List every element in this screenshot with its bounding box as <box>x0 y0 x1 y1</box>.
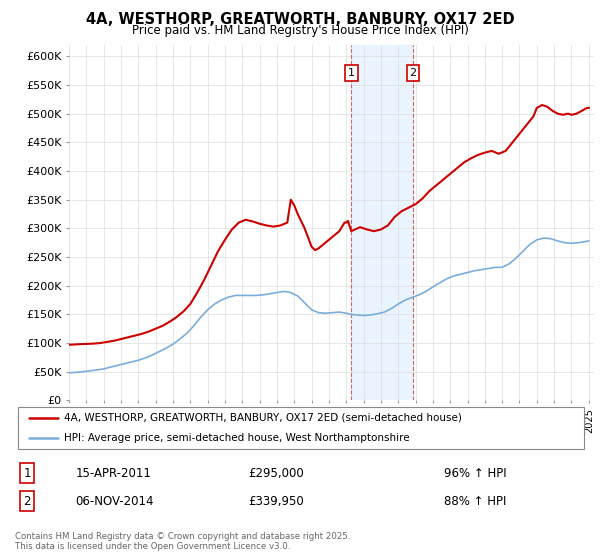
FancyBboxPatch shape <box>18 407 584 449</box>
Text: £339,950: £339,950 <box>248 494 304 508</box>
Text: 06-NOV-2014: 06-NOV-2014 <box>75 494 153 508</box>
Text: 2: 2 <box>23 494 31 508</box>
Text: 4A, WESTHORP, GREATWORTH, BANBURY, OX17 2ED: 4A, WESTHORP, GREATWORTH, BANBURY, OX17 … <box>86 12 514 27</box>
Text: 4A, WESTHORP, GREATWORTH, BANBURY, OX17 2ED (semi-detached house): 4A, WESTHORP, GREATWORTH, BANBURY, OX17 … <box>64 413 461 423</box>
Text: Price paid vs. HM Land Registry's House Price Index (HPI): Price paid vs. HM Land Registry's House … <box>131 24 469 37</box>
Text: Contains HM Land Registry data © Crown copyright and database right 2025.
This d: Contains HM Land Registry data © Crown c… <box>15 532 350 552</box>
Text: 15-APR-2011: 15-APR-2011 <box>76 466 152 480</box>
Text: 88% ↑ HPI: 88% ↑ HPI <box>444 494 506 508</box>
Text: £295,000: £295,000 <box>248 466 304 480</box>
Text: 1: 1 <box>348 68 355 78</box>
Text: HPI: Average price, semi-detached house, West Northamptonshire: HPI: Average price, semi-detached house,… <box>64 433 409 443</box>
Bar <box>351 45 413 400</box>
Text: 1: 1 <box>23 466 31 480</box>
Text: 96% ↑ HPI: 96% ↑ HPI <box>444 466 506 480</box>
Text: 2: 2 <box>409 68 416 78</box>
